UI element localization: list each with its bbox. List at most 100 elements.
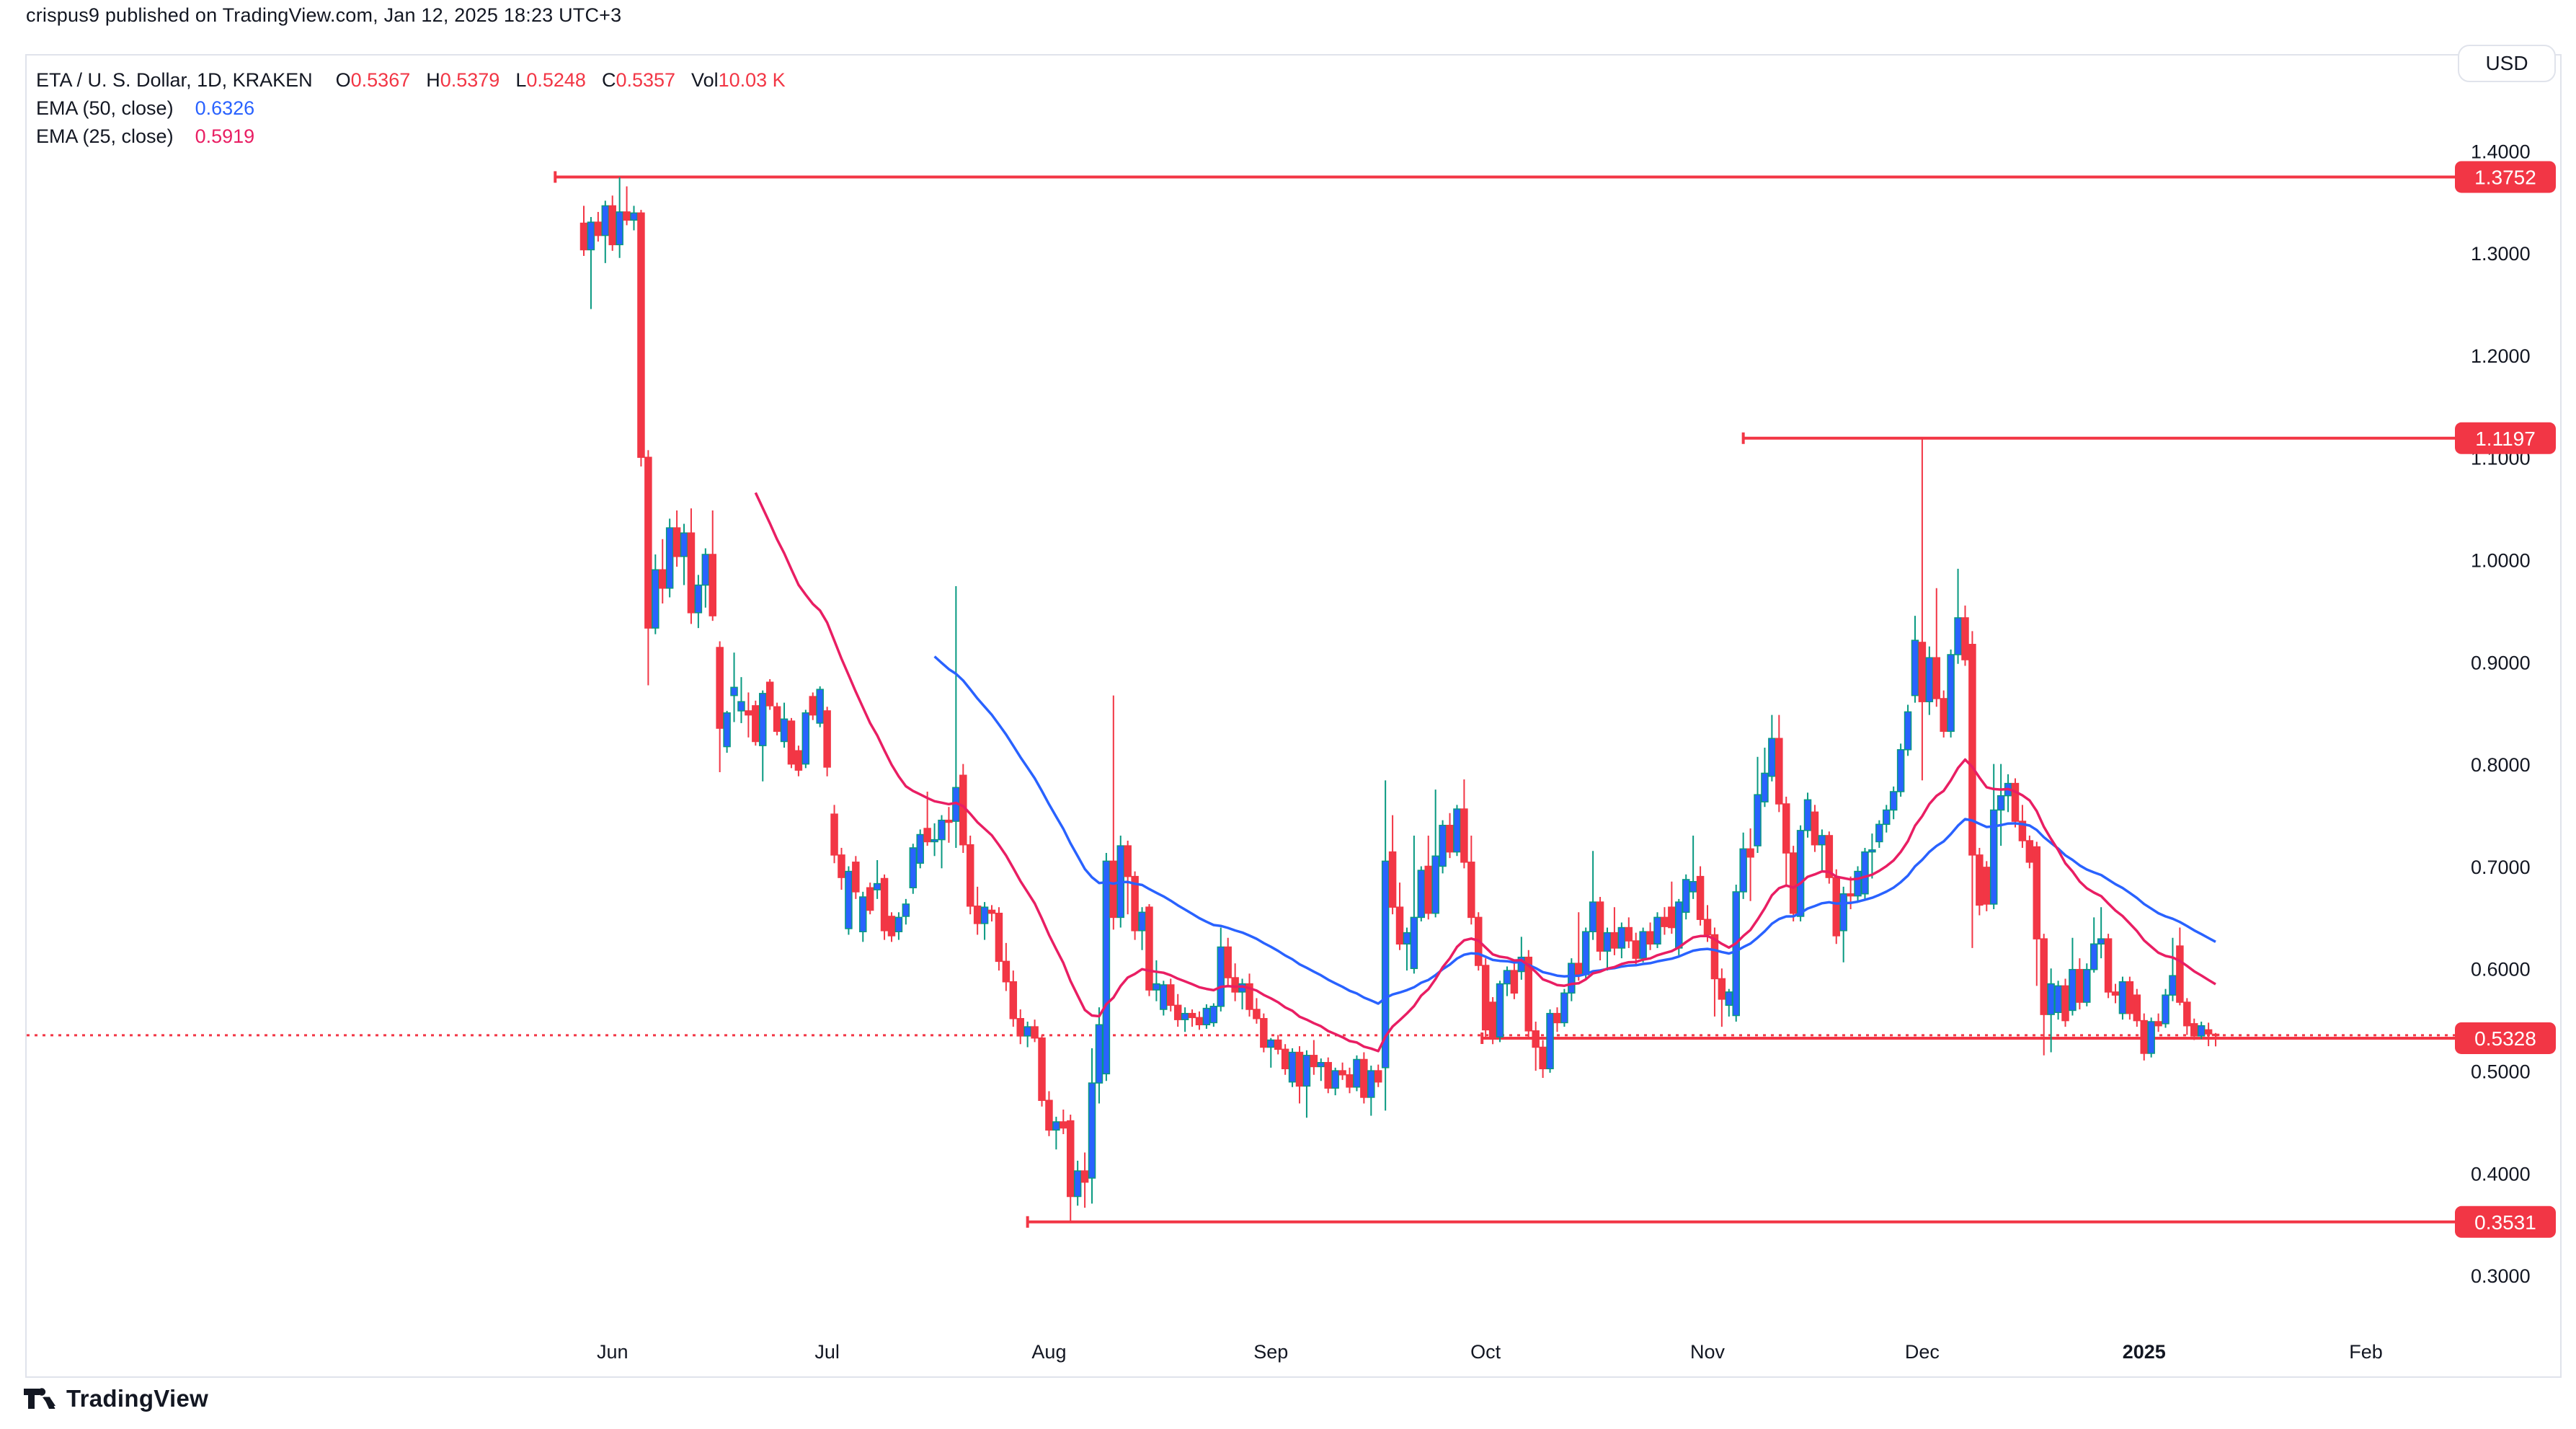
candle-up [931,839,938,843]
candle-down [880,877,889,932]
candle-up [1503,970,1511,985]
candle-down [987,909,996,914]
price-axis-label: 1.2000 [2471,345,2531,367]
candle-up [816,689,824,724]
candle-down [1460,808,1468,863]
candle-up [1653,916,1661,944]
candle-down [1524,956,1533,1032]
candle-down [1245,983,1253,1010]
symbol-row: ETA / U. S. Dollar, 1D, KRAKEN O0.5367 H… [36,66,786,94]
candle-down [852,862,860,893]
candle-up [1496,983,1504,1038]
candle-up [1381,860,1390,1069]
candle-down [1703,919,1712,936]
candle-up [1639,931,1647,959]
candle-up [1403,932,1411,944]
candle-down [823,710,831,768]
price-level-badge [2455,1022,2556,1054]
candle-down [1983,867,1991,905]
candle-down [579,222,588,251]
candle-down [1553,1012,1561,1024]
candle-down [644,456,652,629]
candle-down [1066,1120,1075,1198]
candle-up [902,903,910,917]
candle-up [723,712,731,748]
candle-down [1145,906,1153,991]
candle-up [1896,749,1905,792]
candle-down [623,211,631,221]
candle-up [1439,825,1447,867]
candle-down [672,527,681,557]
time-axis-label: Dec [1905,1341,1940,1363]
candle-up [630,212,638,221]
candle-up [1675,901,1683,949]
price-level-badge-value: 1.3752 [2474,166,2536,188]
candle-up [1589,901,1597,932]
ema50-row[interactable]: EMA (50, close) 0.6326 [36,94,786,123]
candle-down [1388,851,1397,908]
candle-down [765,681,774,707]
candle-up [1997,795,2005,811]
candle-up [1138,911,1146,932]
candle-up [2162,994,2169,1025]
candle-up [1181,1012,1189,1020]
candle-down [1625,926,1633,942]
candle-down [2211,1033,2220,1037]
price-axis-label: 1.4000 [2471,141,2531,162]
candle-down [2025,840,2034,863]
candle-down [1281,1048,1289,1069]
candle-up [1761,772,1769,802]
candle-up [1023,1026,1031,1037]
currency-toggle-button[interactable]: USD [2458,45,2556,82]
candle-down [709,554,716,616]
tradingview-brand-text[interactable]: TradingView [66,1385,209,1412]
time-axis-label: Sep [1253,1341,1288,1363]
candle-up [701,554,710,586]
price-axis-label: 0.5000 [2471,1061,2531,1083]
ema25-row[interactable]: EMA (25, close) 0.5919 [36,123,786,151]
candle-down [1338,1070,1346,1076]
candle-down [923,828,931,843]
candle-down [1610,932,1619,949]
close-label: C [601,69,616,91]
candle-down [1080,1170,1089,1183]
candle-down [1295,1051,1304,1087]
ema50-value: 0.6326 [195,97,255,119]
candle-down [1961,617,1969,660]
candle-down [1374,1070,1382,1083]
candle-down [1060,1121,1067,1129]
price-axis-label: 0.4000 [2471,1163,2531,1185]
candle-down [995,912,1003,963]
price-axis-label: 0.8000 [2471,754,2531,776]
candle-down [2033,846,2041,939]
candle-down [1668,906,1676,929]
candle-up [2147,1021,2155,1054]
candle-down [687,532,696,614]
candle-up [2047,983,2055,1015]
candle-up [1209,1005,1218,1024]
candle-up [1617,926,1626,949]
volume-label: Vol [691,69,719,91]
candle-up [1925,657,1934,702]
candle-down [1224,946,1232,978]
candle-up [1861,851,1869,895]
candle-down [1395,906,1404,945]
candle-down [1632,940,1640,959]
candle-down [1310,1055,1318,1068]
candle-up [1682,879,1690,913]
candle-up [1202,1007,1211,1026]
candle-down [1481,965,1490,1031]
candle-down [1188,1012,1196,1019]
candle-down [1825,835,1834,878]
candle-up [737,701,745,712]
candle-down [745,710,752,716]
candle-up [1839,893,1847,932]
candle-down [1918,642,1927,702]
candle-down [716,647,724,729]
candle-up [2089,943,2098,970]
candle-down [1575,963,1583,975]
candle-up [1367,1070,1375,1098]
candle-up [980,906,989,924]
candle-down [1532,1030,1540,1048]
